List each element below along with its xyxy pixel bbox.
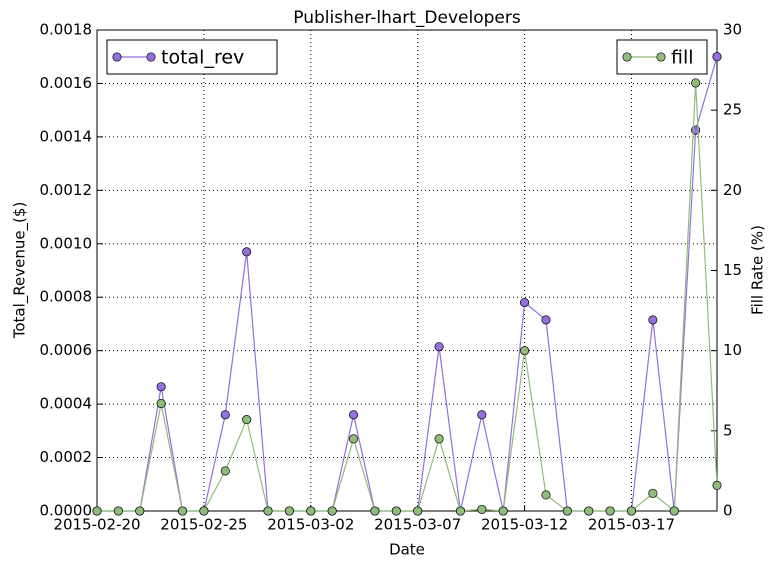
x-tick-label: 2015-03-12 bbox=[481, 516, 568, 534]
x-tick-label: 2015-02-25 bbox=[160, 516, 247, 534]
marker bbox=[626, 506, 637, 516]
marker bbox=[220, 466, 230, 476]
marker bbox=[113, 506, 123, 516]
marker bbox=[92, 506, 102, 516]
marker bbox=[413, 506, 423, 516]
marker bbox=[477, 504, 487, 514]
marker bbox=[306, 506, 316, 516]
y2-tick-label: 20 bbox=[723, 181, 742, 199]
marker bbox=[199, 506, 209, 516]
legend-marker bbox=[112, 52, 122, 62]
series-line bbox=[97, 56, 718, 512]
y-tick-label: 0.0004 bbox=[40, 395, 93, 413]
y2-tick-label: 5 bbox=[723, 421, 733, 439]
marker bbox=[434, 434, 444, 444]
marker bbox=[541, 490, 551, 500]
marker bbox=[349, 434, 359, 444]
legend-marker bbox=[656, 52, 666, 62]
y2-tick-label: 25 bbox=[723, 101, 742, 119]
marker bbox=[541, 315, 551, 325]
y-tick-label: 0.0002 bbox=[40, 448, 93, 466]
marker bbox=[669, 506, 679, 516]
marker bbox=[135, 506, 145, 516]
marker bbox=[648, 488, 658, 498]
marker bbox=[327, 506, 337, 516]
y-axis-label: Total_Revenue_($) bbox=[11, 202, 30, 340]
x-tick-label: 2015-03-17 bbox=[588, 516, 675, 534]
y2-axis-label: Fill Rate (%) bbox=[749, 225, 767, 315]
y-tick-label: 0.0008 bbox=[40, 288, 93, 306]
legend-marker bbox=[622, 52, 632, 62]
marker bbox=[455, 506, 465, 516]
marker bbox=[242, 415, 252, 425]
marker bbox=[605, 506, 615, 516]
x-tick-label: 2015-03-02 bbox=[267, 516, 354, 534]
marker bbox=[370, 506, 380, 516]
x-tick-label: 2015-03-07 bbox=[374, 516, 461, 534]
legend-marker bbox=[146, 52, 156, 62]
marker bbox=[498, 506, 508, 516]
y-tick-label: 0.0012 bbox=[40, 181, 93, 199]
marker bbox=[242, 247, 252, 257]
marker bbox=[477, 410, 487, 420]
legend: fill bbox=[616, 39, 708, 75]
legend-label: total_rev bbox=[161, 47, 244, 69]
legend: total_rev bbox=[106, 39, 278, 75]
legend-label: fill bbox=[671, 47, 694, 69]
y2-tick-label: 15 bbox=[723, 261, 742, 279]
y-tick-label: 0.0006 bbox=[40, 341, 93, 359]
marker bbox=[712, 52, 722, 62]
x-tick-label: 2015-02-20 bbox=[53, 516, 140, 534]
y-tick-label: 0.0016 bbox=[40, 74, 93, 92]
marker bbox=[284, 506, 294, 516]
marker bbox=[691, 78, 701, 88]
marker bbox=[391, 506, 401, 516]
y-tick-label: 0.0000 bbox=[40, 502, 93, 520]
y2-tick-label: 10 bbox=[723, 341, 742, 359]
marker bbox=[156, 382, 166, 392]
marker bbox=[220, 410, 230, 420]
marker bbox=[520, 346, 530, 356]
marker bbox=[434, 342, 444, 352]
y-tick-label: 0.0010 bbox=[40, 234, 93, 252]
marker bbox=[712, 480, 722, 490]
y-tick-label: 0.0014 bbox=[40, 127, 93, 145]
y-tick-label: 0.0018 bbox=[40, 21, 93, 39]
marker bbox=[156, 399, 166, 409]
marker bbox=[520, 298, 530, 308]
marker bbox=[177, 506, 188, 516]
chart-title: Publisher-lhart_Developers bbox=[293, 8, 521, 28]
marker bbox=[648, 315, 658, 325]
marker bbox=[349, 410, 359, 420]
plot-frame bbox=[96, 29, 718, 512]
x-axis-label: Date bbox=[389, 541, 425, 559]
marker bbox=[584, 506, 594, 516]
marker bbox=[562, 506, 572, 516]
marker bbox=[263, 506, 273, 516]
y2-tick-label: 30 bbox=[723, 21, 742, 39]
y2-tick-label: 0 bbox=[723, 502, 733, 520]
